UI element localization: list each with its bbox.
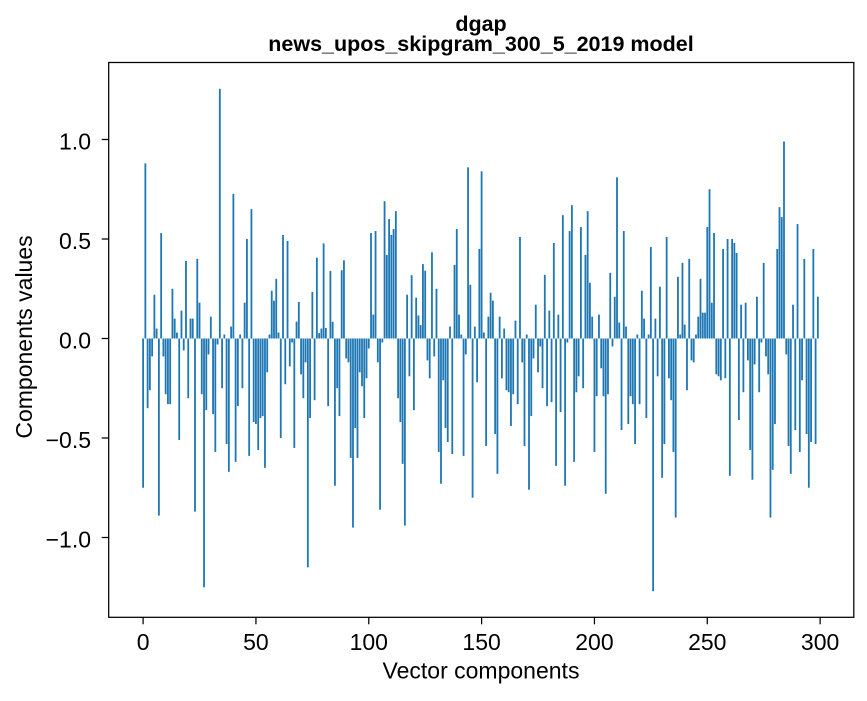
svg-text:−1.0: −1.0: [46, 527, 91, 553]
svg-text:0: 0: [137, 629, 150, 655]
svg-text:250: 250: [688, 629, 726, 655]
svg-text:300: 300: [801, 629, 839, 655]
svg-text:0.0: 0.0: [59, 328, 91, 354]
svg-text:Components values: Components values: [11, 235, 37, 438]
svg-text:news_upos_skipgram_300_5_2019: news_upos_skipgram_300_5_2019 model: [268, 32, 693, 56]
svg-text:Vector components: Vector components: [383, 658, 580, 684]
svg-text:100: 100: [350, 629, 388, 655]
svg-text:0.5: 0.5: [59, 228, 91, 254]
svg-text:1.0: 1.0: [59, 129, 91, 155]
svg-text:150: 150: [462, 629, 500, 655]
svg-text:200: 200: [575, 629, 613, 655]
svg-text:dgap: dgap: [455, 12, 506, 36]
svg-text:−0.5: −0.5: [46, 427, 91, 453]
svg-text:50: 50: [243, 629, 269, 655]
